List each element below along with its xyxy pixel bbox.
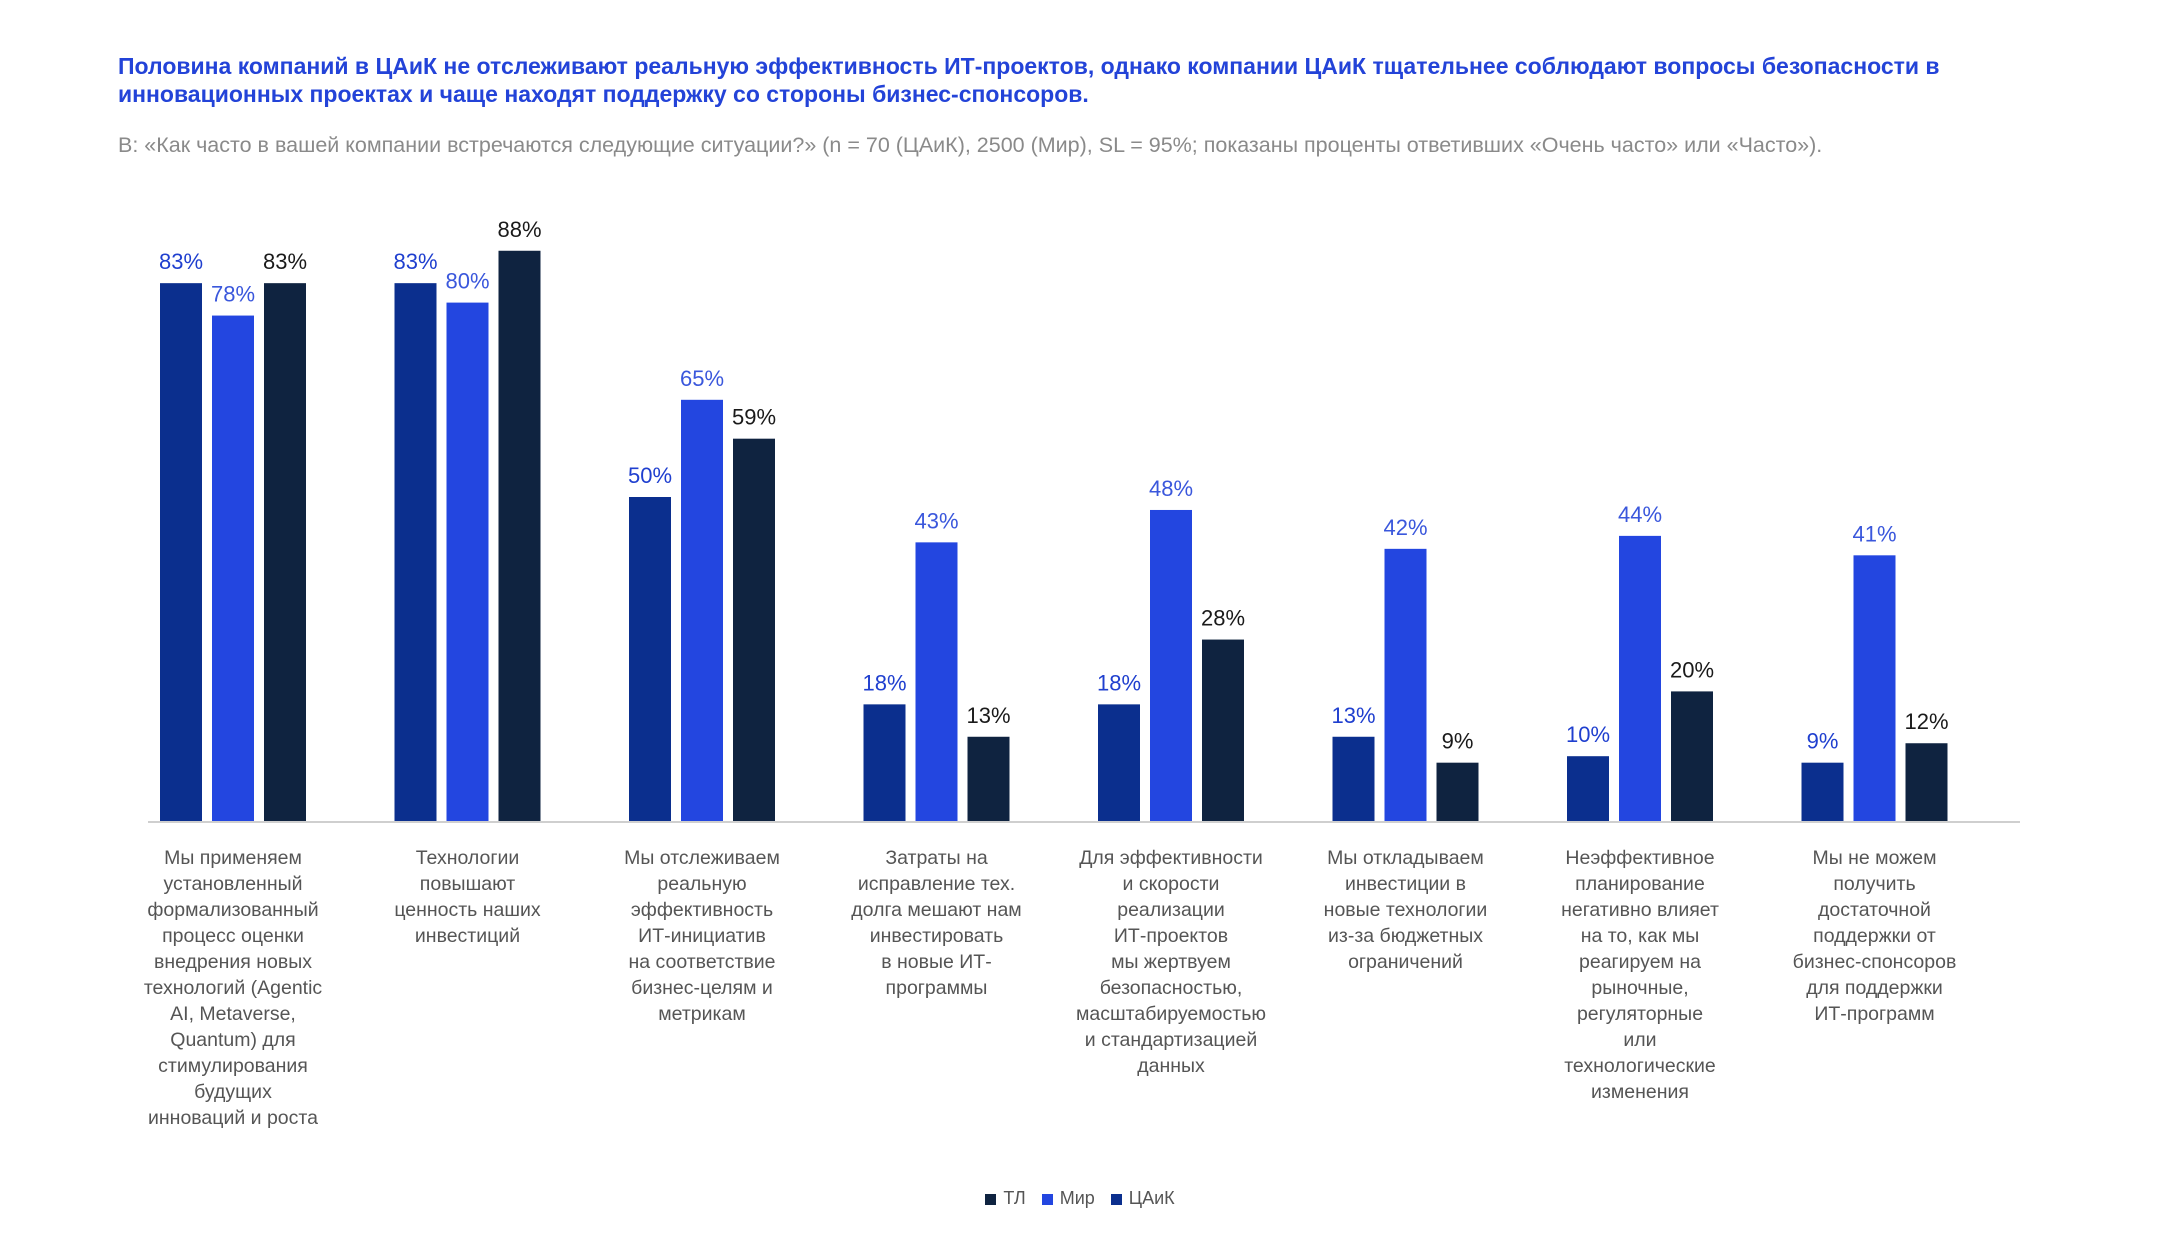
legend: ТЛ Мир ЦАиК bbox=[0, 1188, 2160, 1209]
value-label-Мир-8: 41% bbox=[1852, 521, 1896, 546]
bar-ТЛ-3 bbox=[733, 438, 775, 821]
value-label-ТЛ-7: 20% bbox=[1670, 657, 1714, 682]
bar-ЦАиК-7 bbox=[1567, 756, 1609, 821]
category-label-5: Для эффективности и скорости реализации ИТ-… bbox=[1076, 847, 1266, 1077]
value-label-ЦАиК-3: 50% bbox=[628, 463, 672, 488]
chart-title: Половина компаний в ЦАиК не отслеживают … bbox=[118, 53, 1940, 107]
category-label-8: Мы не можем получить достаточной поддержки … bbox=[1793, 847, 1957, 1025]
value-label-ТЛ-3: 59% bbox=[732, 405, 776, 430]
category-label-6: Мы откладываем инвестиции в новые технолог… bbox=[1324, 847, 1488, 973]
bar-ЦАиК-6 bbox=[1332, 736, 1375, 821]
legend-label: Мир bbox=[1059, 1188, 1095, 1208]
value-label-ЦАиК-7: 10% bbox=[1566, 722, 1610, 747]
bar-Мир-6 bbox=[1384, 548, 1427, 821]
bar-ТЛ-8 bbox=[1905, 743, 1948, 821]
value-label-Мир-4: 43% bbox=[914, 508, 958, 533]
bar-ТЛ-6 bbox=[1436, 762, 1479, 821]
legend-item-Мир: Мир bbox=[1041, 1188, 1095, 1209]
value-label-ТЛ-5: 28% bbox=[1201, 606, 1245, 631]
bar-ЦАиК-5 bbox=[1098, 704, 1140, 821]
value-label-Мир-6: 42% bbox=[1383, 515, 1427, 540]
legend-item-ЦАиК: ЦАиК bbox=[1110, 1188, 1175, 1209]
category-label-4: Затраты на исправление тех. долга мешают н… bbox=[851, 847, 1021, 999]
bar-ТЛ-7 bbox=[1671, 691, 1713, 821]
value-label-ТЛ-8: 12% bbox=[1904, 709, 1948, 734]
value-label-ЦАиК-2: 83% bbox=[393, 249, 437, 274]
value-label-ЦАиК-6: 13% bbox=[1331, 703, 1375, 728]
value-label-ЦАиК-5: 18% bbox=[1097, 670, 1141, 695]
bar-ТЛ-1 bbox=[264, 283, 306, 821]
bar-ЦАиК-8 bbox=[1801, 762, 1844, 821]
bar-Мир-7 bbox=[1619, 535, 1661, 821]
value-label-ЦАиК-1: 83% bbox=[159, 249, 203, 274]
category-labels-layer: Мы применяем установленный формализованный… bbox=[144, 847, 1957, 1129]
bar-Мир-2 bbox=[446, 302, 489, 822]
value-label-Мир-2: 80% bbox=[445, 269, 489, 294]
value-labels-layer: 83% 78% 83% 83% 80% 88% 50% 65% 59% 18% 43% 13% 18% 4… bbox=[159, 217, 1949, 754]
bar-ЦАиК-2 bbox=[394, 283, 437, 821]
chart-subtitle: В: «Как часто в вашей компании встречают… bbox=[118, 133, 1823, 157]
bar-Мир-5 bbox=[1150, 509, 1192, 821]
legend-item-ТЛ: ТЛ bbox=[985, 1188, 1026, 1209]
bar-Мир-1 bbox=[212, 315, 254, 821]
value-label-Мир-7: 44% bbox=[1618, 502, 1662, 527]
value-label-Мир-5: 48% bbox=[1149, 476, 1193, 501]
category-label-3: Мы отслеживаем реальную эффективность ИТ-ин… bbox=[624, 847, 780, 1025]
category-label-2: Технологии повышают ценность наших инвестиц… bbox=[394, 847, 541, 947]
legend-swatch bbox=[1110, 1194, 1122, 1205]
bar-Мир-4 bbox=[915, 542, 958, 821]
value-label-ТЛ-6: 9% bbox=[1442, 729, 1474, 754]
category-label-1: Мы применяем установленный формализованный… bbox=[144, 847, 323, 1129]
value-label-ТЛ-4: 13% bbox=[966, 703, 1010, 728]
value-label-ТЛ-2: 88% bbox=[497, 217, 541, 242]
legend-label: ТЛ bbox=[1003, 1188, 1026, 1208]
value-label-Мир-3: 65% bbox=[680, 366, 724, 391]
legend-swatch bbox=[985, 1194, 997, 1205]
value-label-ЦАиК-8: 9% bbox=[1807, 729, 1839, 754]
bar-ЦАиК-1 bbox=[160, 283, 202, 821]
value-label-ТЛ-1: 83% bbox=[263, 249, 307, 274]
legend-swatch bbox=[1041, 1194, 1053, 1205]
bar-ТЛ-2 bbox=[498, 250, 541, 821]
bar-Мир-3 bbox=[681, 399, 723, 821]
bar-ЦАиК-3 bbox=[629, 497, 671, 821]
bar-ТЛ-5 bbox=[1202, 639, 1244, 821]
bar-ТЛ-4 bbox=[967, 736, 1010, 821]
bar-chart: 83% 78% 83% 83% 80% 88% 50% 65% 59% 18% 43% 13% 18% 4… bbox=[144, 217, 2020, 1129]
bar-Мир-8 bbox=[1853, 555, 1896, 821]
value-label-ЦАиК-4: 18% bbox=[862, 670, 906, 695]
bar-ЦАиК-4 bbox=[863, 704, 906, 821]
value-label-Мир-1: 78% bbox=[211, 282, 255, 307]
legend-label: ЦАиК bbox=[1128, 1188, 1175, 1208]
category-label-7: Неэффективное планирование негативно влияе… bbox=[1561, 847, 1719, 1103]
bars-layer bbox=[160, 250, 1948, 822]
